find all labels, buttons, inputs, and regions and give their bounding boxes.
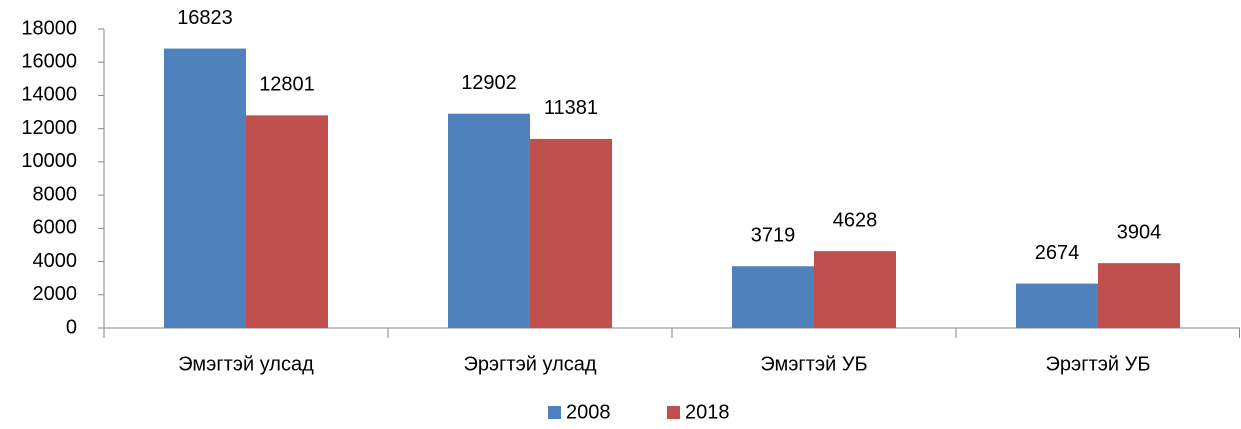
data-label: 2674 bbox=[1035, 242, 1080, 264]
legend-swatch bbox=[667, 406, 680, 419]
y-tick-label: 10000 bbox=[21, 150, 77, 172]
bar bbox=[1098, 263, 1180, 328]
y-tick-label: 8000 bbox=[33, 183, 78, 205]
data-label: 4628 bbox=[833, 209, 878, 231]
data-label: 12801 bbox=[259, 74, 315, 96]
data-label: 16823 bbox=[177, 7, 233, 29]
bar bbox=[164, 48, 246, 329]
y-tick-label: 18000 bbox=[21, 17, 77, 39]
y-tick-label: 0 bbox=[66, 316, 77, 338]
legend-label: 2008 bbox=[566, 401, 611, 423]
x-tick-label: Эмэгтэй УБ bbox=[760, 353, 867, 375]
legend-swatch bbox=[548, 406, 561, 419]
y-tick-label: 14000 bbox=[21, 84, 77, 106]
y-tick-label: 4000 bbox=[33, 250, 78, 272]
y-tick-label: 16000 bbox=[21, 51, 77, 73]
x-tick-label: Эрэгтэй УБ bbox=[1046, 353, 1151, 375]
x-tick-label: Эрэгтэй улсад bbox=[463, 353, 596, 375]
data-label: 12902 bbox=[461, 72, 517, 94]
bar bbox=[732, 266, 814, 328]
data-label: 11381 bbox=[544, 97, 598, 119]
data-label: 3904 bbox=[1117, 221, 1162, 243]
x-tick-label: Эмэгтэй улсад bbox=[178, 353, 314, 375]
bar bbox=[1016, 283, 1098, 328]
y-tick-label: 12000 bbox=[21, 117, 77, 139]
y-tick-label: 2000 bbox=[33, 283, 78, 305]
bar bbox=[246, 115, 328, 328]
legend-label: 2018 bbox=[685, 401, 730, 423]
y-tick-label: 6000 bbox=[33, 217, 78, 239]
data-label: 3719 bbox=[751, 225, 796, 247]
bar bbox=[814, 251, 896, 328]
bar bbox=[448, 113, 530, 328]
bar bbox=[530, 138, 612, 328]
